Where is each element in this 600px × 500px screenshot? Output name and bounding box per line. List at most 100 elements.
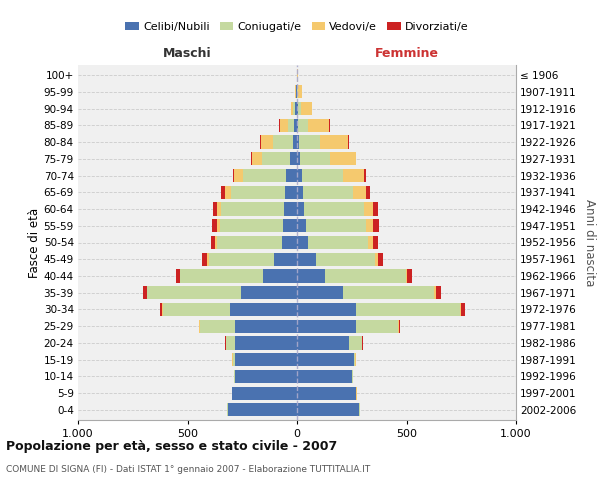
Bar [295, 102, 297, 115]
Bar [297, 202, 304, 215]
Bar [274, 252, 297, 266]
Bar [163, 303, 230, 316]
Bar [297, 102, 298, 115]
Text: Femmine: Femmine [374, 47, 439, 60]
Bar [352, 370, 353, 383]
Bar [208, 252, 209, 266]
Bar [353, 353, 355, 366]
Bar [434, 286, 436, 300]
Bar [228, 404, 297, 416]
Bar [260, 136, 274, 148]
Bar [143, 286, 147, 300]
Bar [263, 270, 297, 282]
Bar [202, 252, 208, 266]
Bar [364, 202, 373, 215]
Bar [162, 303, 163, 316]
Bar [293, 136, 297, 148]
Bar [298, 119, 308, 132]
Bar [297, 152, 299, 166]
Bar [288, 119, 295, 132]
Bar [199, 320, 200, 333]
Bar [297, 136, 299, 148]
Bar [232, 386, 297, 400]
Bar [226, 336, 235, 349]
Bar [179, 270, 180, 282]
Bar [286, 169, 297, 182]
Bar [233, 169, 235, 182]
Bar [233, 353, 235, 366]
Bar [330, 152, 356, 166]
Bar [308, 119, 329, 132]
Bar [251, 152, 252, 166]
Bar [368, 236, 373, 249]
Bar [297, 169, 302, 182]
Y-axis label: Fasce di età: Fasce di età [28, 208, 41, 278]
Bar [373, 202, 378, 215]
Bar [215, 236, 217, 249]
Bar [356, 303, 460, 316]
Bar [316, 252, 375, 266]
Bar [297, 252, 316, 266]
Bar [252, 152, 262, 166]
Bar [235, 353, 297, 366]
Bar [200, 320, 235, 333]
Bar [230, 186, 285, 199]
Bar [213, 202, 217, 215]
Bar [343, 286, 434, 300]
Bar [241, 286, 297, 300]
Bar [274, 136, 293, 148]
Bar [297, 370, 352, 383]
Bar [297, 219, 306, 232]
Bar [373, 219, 379, 232]
Text: Maschi: Maschi [163, 47, 212, 60]
Bar [234, 370, 235, 383]
Bar [235, 336, 297, 349]
Bar [176, 270, 179, 282]
Bar [353, 186, 366, 199]
Bar [279, 119, 280, 132]
Bar [285, 186, 297, 199]
Bar [295, 119, 297, 132]
Bar [160, 303, 162, 316]
Bar [211, 236, 215, 249]
Bar [356, 320, 398, 333]
Bar [147, 286, 148, 300]
Bar [460, 303, 461, 316]
Bar [320, 136, 348, 148]
Bar [302, 169, 343, 182]
Bar [296, 86, 297, 98]
Bar [297, 186, 303, 199]
Y-axis label: Anni di nascita: Anni di nascita [583, 199, 596, 286]
Bar [297, 236, 308, 249]
Bar [299, 136, 320, 148]
Legend: Celibi/Nubili, Coniugati/e, Vedovi/e, Divorziati/e: Celibi/Nubili, Coniugati/e, Vedovi/e, Di… [121, 18, 473, 36]
Bar [283, 219, 297, 232]
Bar [284, 202, 297, 215]
Bar [461, 303, 465, 316]
Text: COMUNE DI SIGNA (FI) - Dati ISTAT 1° gennaio 2007 - Elaborazione TUTTITALIA.IT: COMUNE DI SIGNA (FI) - Dati ISTAT 1° gen… [6, 466, 370, 474]
Bar [297, 119, 298, 132]
Bar [220, 219, 283, 232]
Bar [375, 252, 378, 266]
Bar [235, 370, 297, 383]
Bar [297, 336, 349, 349]
Bar [297, 404, 359, 416]
Bar [301, 102, 312, 115]
Bar [366, 219, 373, 232]
Bar [217, 202, 221, 215]
Bar [227, 404, 228, 416]
Bar [297, 303, 356, 316]
Bar [297, 353, 353, 366]
Bar [348, 136, 349, 148]
Bar [297, 270, 325, 282]
Bar [297, 386, 356, 400]
Bar [290, 152, 297, 166]
Bar [298, 102, 301, 115]
Bar [308, 236, 368, 249]
Bar [262, 152, 290, 166]
Bar [282, 236, 297, 249]
Bar [280, 119, 288, 132]
Bar [235, 320, 297, 333]
Bar [378, 252, 383, 266]
Bar [306, 219, 366, 232]
